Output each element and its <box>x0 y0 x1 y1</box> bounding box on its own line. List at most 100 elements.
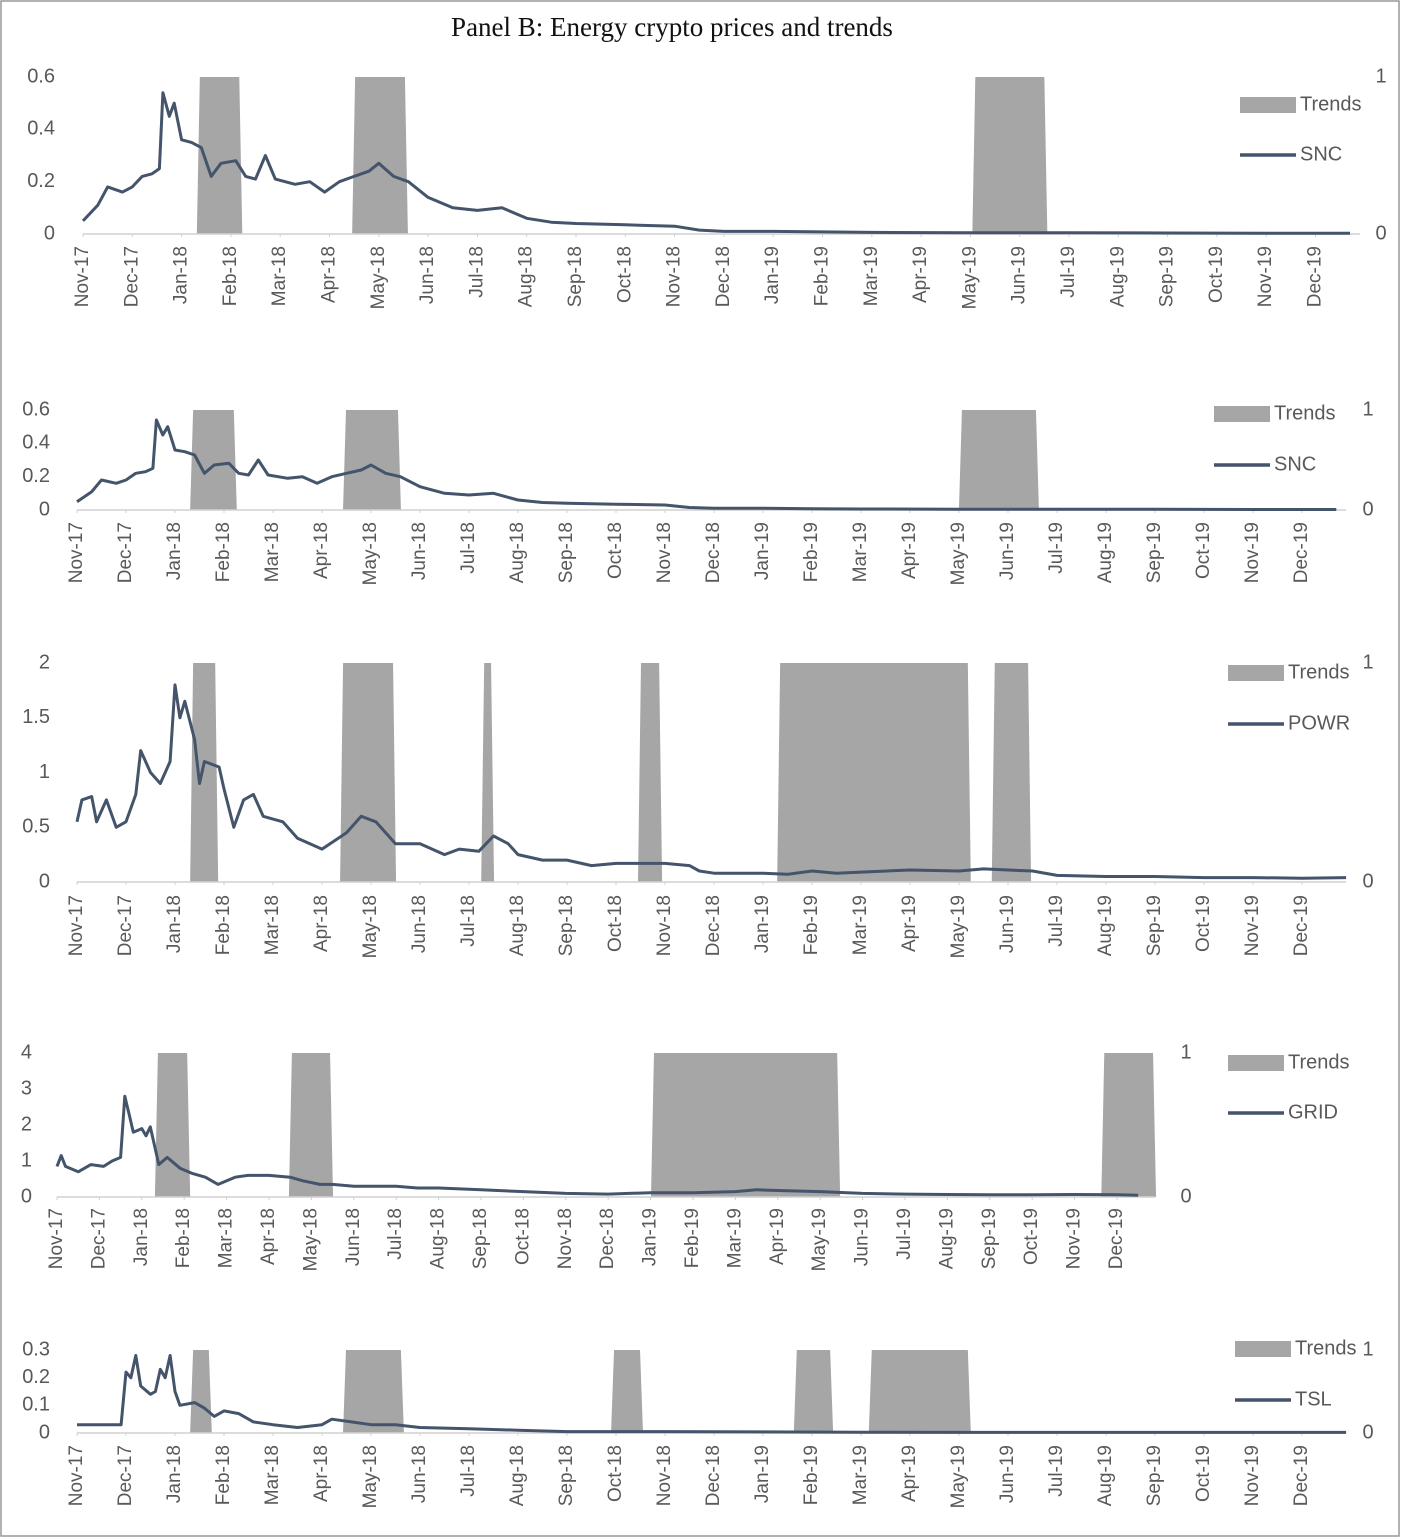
x-tick-label: Oct-18 <box>512 1208 533 1265</box>
x-tick-label: Apr-19 <box>910 246 931 303</box>
x-tick-label: Jul-18 <box>458 1445 479 1497</box>
y-tick-label: 1 <box>21 1149 32 1171</box>
legend-swatch <box>1214 406 1270 422</box>
x-tick-label: Aug-19 <box>1095 895 1116 956</box>
trend-area <box>343 410 401 510</box>
x-tick-label: Dec-19 <box>1291 1445 1312 1506</box>
x-tick-label: Apr-18 <box>311 1445 332 1502</box>
x-tick-label: Jul-19 <box>1046 1445 1067 1497</box>
trend-area <box>650 1053 841 1197</box>
x-tick-label: Feb-18 <box>213 895 234 955</box>
y-tick-label: 0 <box>39 870 50 892</box>
x-tick-label: Sep-19 <box>1157 246 1178 307</box>
trend-area <box>868 1350 971 1433</box>
price-line <box>81 91 1350 235</box>
trend-area <box>190 663 219 882</box>
y-tick-label: 0.1 <box>22 1394 50 1416</box>
y-tick-label: 4 <box>21 1041 32 1063</box>
x-tick-label: Nov-19 <box>1255 246 1276 307</box>
x-tick-label: Dec-17 <box>115 522 136 583</box>
x-tick-label: Mar-18 <box>262 522 283 582</box>
y2-tick-label: 1 <box>1180 1041 1191 1063</box>
trend-area <box>958 410 1039 510</box>
x-tick-label: Dec-19 <box>1291 522 1312 583</box>
x-tick-label: Dec-17 <box>115 895 136 956</box>
x-tick-label: May-18 <box>300 1208 321 1271</box>
x-tick-label: Jul-19 <box>1046 895 1067 947</box>
legend-label: TSL <box>1295 1388 1332 1410</box>
x-tick-label: Dec-19 <box>1305 246 1326 307</box>
x-tick-label: May-19 <box>809 1208 830 1271</box>
x-tick-label: Oct-18 <box>614 246 635 303</box>
x-tick-label: May-18 <box>360 895 381 958</box>
x-tick-label: Apr-18 <box>311 522 332 579</box>
x-tick-label: Jul-19 <box>1058 246 1079 298</box>
y-tick-label: 0.2 <box>27 170 55 192</box>
x-tick-label: Dec-18 <box>597 1208 618 1269</box>
x-tick-label: Dec-18 <box>713 246 734 307</box>
y-tick-label: 0 <box>39 1421 50 1443</box>
trend-area <box>793 1350 834 1433</box>
x-tick-label: Jan-19 <box>752 522 773 580</box>
x-tick-label: Nov-17 <box>66 1445 87 1506</box>
x-tick-label: Nov-18 <box>664 246 685 307</box>
x-tick-label: Aug-19 <box>936 1208 957 1269</box>
y-tick-label: 0 <box>39 498 50 520</box>
x-tick-label: Jun-18 <box>343 1208 364 1266</box>
x-tick-label: Oct-18 <box>605 522 626 579</box>
x-tick-label: Sep-18 <box>556 895 577 956</box>
x-tick-label: Sep-19 <box>979 1208 1000 1269</box>
x-tick-label: Feb-18 <box>213 1445 234 1505</box>
x-tick-label: Jan-19 <box>752 895 773 953</box>
x-tick-label: Aug-18 <box>516 246 537 307</box>
legend-label: Trends <box>1288 661 1350 683</box>
figure-title: Panel B: Energy crypto prices and trends <box>451 12 893 42</box>
x-tick-label: Apr-19 <box>767 1208 788 1265</box>
y-tick-label: 0.6 <box>27 65 55 87</box>
legend-label: Trends <box>1300 93 1362 115</box>
x-tick-label: Apr-19 <box>899 1445 920 1502</box>
x-tick-label: Jan-18 <box>164 895 185 953</box>
legend-label: POWR <box>1288 712 1350 734</box>
legend-label: SNC <box>1274 453 1316 475</box>
legend-label: Trends <box>1274 402 1336 424</box>
x-tick-label: Apr-18 <box>258 1208 279 1265</box>
x-tick-label: May-18 <box>368 246 389 309</box>
y-tick-label: 0.4 <box>22 432 50 454</box>
x-tick-label: Aug-18 <box>507 1445 528 1506</box>
trend-area <box>481 663 495 882</box>
x-tick-label: Jul-18 <box>458 522 479 574</box>
x-tick-label: Mar-19 <box>861 246 882 306</box>
trend-area <box>196 77 243 234</box>
x-tick-label: Oct-18 <box>605 895 626 952</box>
x-tick-label: Nov-18 <box>654 522 675 583</box>
trend-area <box>343 1350 404 1433</box>
x-tick-label: Oct-19 <box>1193 522 1214 579</box>
x-tick-label: Feb-19 <box>682 1208 703 1268</box>
trend-area <box>611 1350 644 1433</box>
trend-area <box>777 663 971 882</box>
y-tick-label: 0.6 <box>22 398 50 420</box>
x-tick-label: Jun-19 <box>997 1445 1018 1503</box>
x-tick-label: Nov-17 <box>66 895 87 956</box>
trend-area <box>190 1350 212 1433</box>
x-tick-label: Feb-19 <box>801 522 822 582</box>
x-tick-label: Jun-18 <box>409 522 430 580</box>
x-tick-label: Dec-18 <box>703 1445 724 1506</box>
x-tick-label: Mar-19 <box>850 1445 871 1505</box>
price-line <box>77 1354 1347 1434</box>
x-tick-label: May-19 <box>948 895 969 958</box>
trend-area <box>352 77 408 234</box>
x-tick-label: Oct-18 <box>605 1445 626 1502</box>
x-tick-label: Nov-17 <box>72 246 93 307</box>
x-tick-label: Jun-18 <box>409 895 430 953</box>
x-tick-label: Jul-18 <box>466 246 487 298</box>
x-tick-label: Mar-19 <box>850 895 871 955</box>
y2-tick-label: 1 <box>1362 651 1373 673</box>
legend-swatch <box>1240 97 1296 113</box>
y-tick-label: 0.3 <box>22 1338 50 1360</box>
y-tick-label: 2 <box>39 651 50 673</box>
x-tick-label: Apr-19 <box>899 522 920 579</box>
y-tick-label: 3 <box>21 1077 32 1099</box>
legend-swatch <box>1235 1341 1291 1357</box>
